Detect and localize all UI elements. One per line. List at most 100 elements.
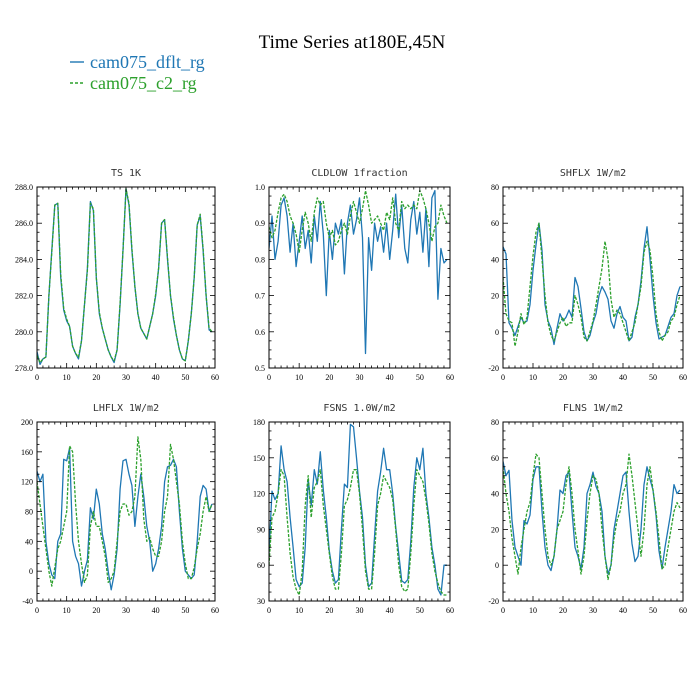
chart-panel: CLDLOW 1fraction 0 10 20 30 40 50 60 0.5 0.6 0.7 0.… [255, 168, 454, 382]
series-line [503, 453, 681, 581]
y-tick-label: 80 [491, 183, 499, 192]
series-line [37, 188, 213, 364]
x-tick-label: 40 [619, 606, 627, 615]
x-tick-label: 10 [529, 373, 537, 382]
y-tick-label: 282.0 [15, 292, 33, 301]
y-tick-label: 60 [257, 561, 265, 570]
y-tick-label: -20 [488, 597, 499, 606]
y-tick-label: 1.0 [255, 183, 265, 192]
y-tick-label: 0 [495, 328, 499, 337]
x-tick-label: 20 [92, 373, 100, 382]
x-tick-label: 10 [295, 373, 303, 382]
series-line [269, 469, 447, 596]
y-tick-label: 284.0 [15, 255, 33, 264]
y-tick-label: 90 [257, 525, 265, 534]
x-tick-label: 30 [356, 373, 364, 382]
series-line [503, 222, 681, 347]
x-tick-label: 30 [122, 606, 130, 615]
chart-panel: FSNS 1.0W/m2 0 10 20 30 40 50 60 30 60 90 120 150 180 [253, 403, 454, 615]
x-tick-label: 50 [416, 373, 424, 382]
x-tick-label: 0 [267, 373, 271, 382]
chart-panel: TS 1K 0 10 20 30 40 50 60 278.0 280.0 282.0 284.0 28… [15, 168, 219, 382]
legend-label: cam075_c2_rg [90, 73, 197, 93]
x-tick-label: 20 [325, 606, 333, 615]
y-tick-label: 40 [25, 537, 33, 546]
y-tick-label: 280.0 [15, 328, 33, 337]
x-tick-label: 10 [63, 373, 71, 382]
y-tick-label: 60 [491, 454, 499, 463]
x-tick-label: 0 [501, 606, 505, 615]
panel-title: FLNS 1W/m2 [563, 403, 623, 414]
x-tick-label: 40 [152, 373, 160, 382]
x-tick-label: 60 [446, 373, 454, 382]
y-tick-label: 40 [491, 255, 499, 264]
y-tick-label: 200 [21, 418, 33, 427]
x-tick-label: 30 [589, 606, 597, 615]
y-tick-label: 0 [495, 561, 499, 570]
panel-title: CLDLOW 1fraction [311, 168, 407, 179]
x-tick-label: 60 [211, 373, 219, 382]
x-tick-label: 40 [619, 373, 627, 382]
series-line [37, 436, 213, 587]
x-tick-label: 60 [446, 606, 454, 615]
panel-title: SHFLX 1W/m2 [560, 168, 626, 179]
y-tick-label: 0.7 [255, 292, 265, 301]
x-tick-label: 30 [122, 373, 130, 382]
series-line [37, 447, 213, 591]
y-tick-label: 0.9 [255, 219, 265, 228]
x-tick-label: 60 [679, 373, 687, 382]
y-tick-label: -20 [488, 364, 499, 373]
x-tick-label: 30 [589, 373, 597, 382]
y-tick-label: 60 [491, 219, 499, 228]
y-tick-label: 0.5 [255, 364, 265, 373]
x-tick-label: 20 [92, 606, 100, 615]
series-line [503, 222, 681, 346]
y-tick-label: 160 [21, 448, 33, 457]
x-tick-label: 0 [35, 373, 39, 382]
chart-panel: LHFLX 1W/m20 10 20 30 40 50 60-400408012016020… [21, 403, 219, 615]
panel-grid: TS 1K 0 10 20 30 40 50 60 278.0 280.0 282.0 284.0 28… [15, 168, 687, 615]
x-tick-label: 20 [325, 373, 333, 382]
x-tick-label: 50 [649, 373, 657, 382]
series-line [269, 189, 448, 355]
plot-frame [268, 186, 451, 369]
y-tick-label: 288.0 [15, 183, 33, 192]
x-tick-label: 10 [63, 606, 71, 615]
x-tick-label: 0 [267, 606, 271, 615]
y-tick-label: 278.0 [15, 364, 33, 373]
y-tick-label: 286.0 [15, 219, 33, 228]
x-tick-label: 20 [559, 373, 567, 382]
y-tick-label: 20 [491, 292, 499, 301]
panel-title: LHFLX 1W/m2 [93, 403, 159, 414]
x-tick-label: 50 [649, 606, 657, 615]
y-tick-label: 20 [491, 525, 499, 534]
x-tick-label: 60 [211, 606, 219, 615]
x-tick-label: 0 [501, 373, 505, 382]
series-line [503, 461, 681, 575]
figure-title: Time Series at180E,45N [259, 32, 446, 53]
x-tick-label: 60 [679, 606, 687, 615]
x-tick-label: 40 [386, 606, 394, 615]
x-tick-label: 0 [35, 606, 39, 615]
y-tick-label: 0 [29, 567, 33, 576]
y-tick-label: 150 [253, 454, 265, 463]
plot-frame [502, 186, 684, 369]
x-tick-label: 50 [181, 606, 189, 615]
y-tick-label: 30 [257, 597, 265, 606]
series-line [269, 423, 447, 596]
x-tick-label: 50 [416, 606, 424, 615]
y-tick-label: 0.8 [255, 255, 265, 264]
x-tick-label: 20 [559, 606, 567, 615]
x-tick-label: 10 [529, 606, 537, 615]
y-tick-label: 120 [253, 490, 265, 499]
x-tick-label: 50 [181, 373, 189, 382]
legend-label: cam075_dflt_rg [90, 52, 205, 72]
x-tick-label: 40 [152, 606, 160, 615]
y-tick-label: 80 [491, 418, 499, 427]
y-tick-label: 120 [21, 478, 33, 487]
x-tick-label: 30 [356, 606, 364, 615]
